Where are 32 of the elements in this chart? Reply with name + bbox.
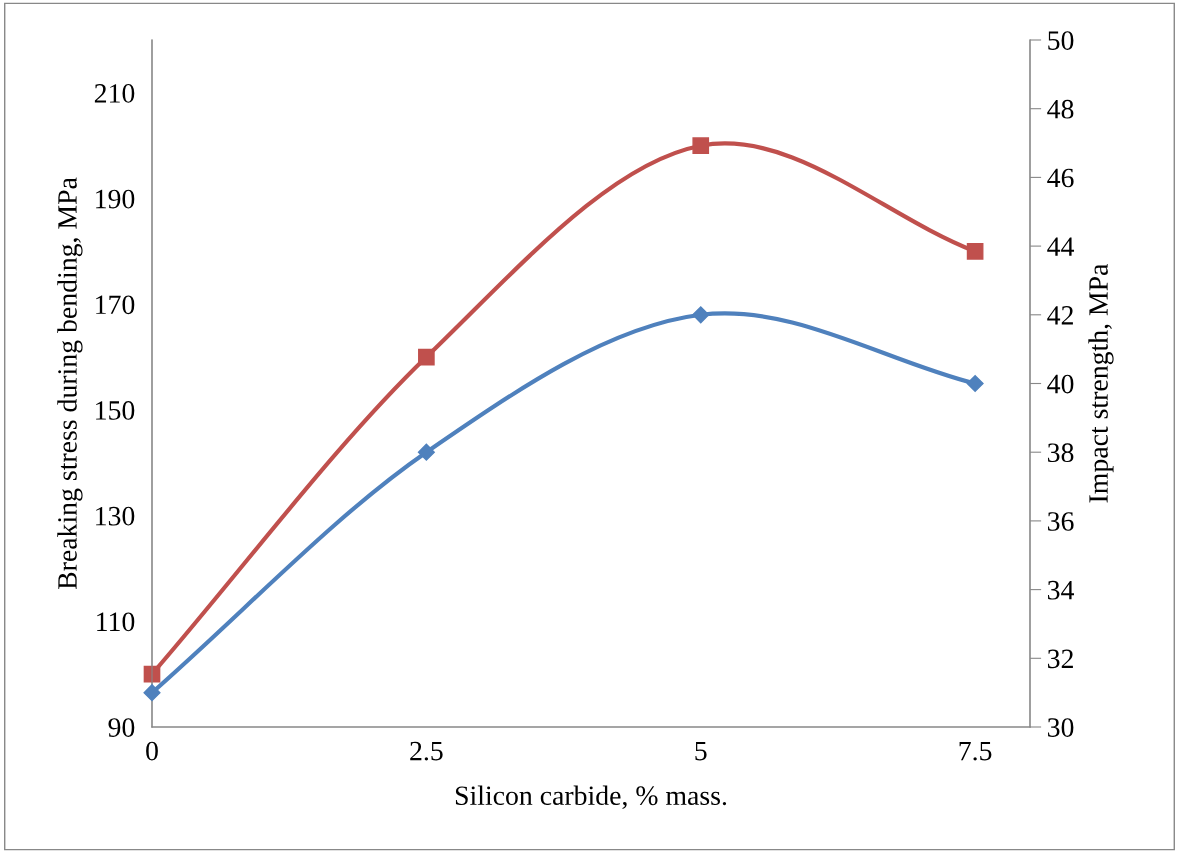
x-tick-label: 0 — [146, 741, 158, 761]
y-tick-label: 210 — [94, 84, 135, 103]
point — [692, 306, 710, 324]
x-tick-label: 5 — [695, 741, 707, 761]
y2-tick-label: 34 — [1047, 580, 1075, 600]
y2-tick-label: 40 — [1047, 374, 1074, 394]
y-axis-title: Breaking stress during bending, MPa — [57, 177, 83, 590]
point — [143, 684, 161, 702]
y-tick-label: 110 — [97, 612, 135, 632]
y-tick-label: 190 — [96, 189, 135, 209]
y2-tick-label: 44 — [1047, 237, 1075, 256]
x-tick-label: 2.5 — [410, 741, 443, 761]
y-tick-label: 170 — [96, 295, 135, 315]
point — [417, 443, 435, 461]
y2-tick-label: 36 — [1047, 512, 1074, 531]
x-axis-title: Silicon carbide, % mass. — [455, 785, 727, 810]
y2-tick-label: 46 — [1047, 168, 1074, 188]
y-tick-label: 90 — [108, 718, 135, 737]
y2-tick-label: 42 — [1047, 306, 1073, 325]
point — [692, 137, 710, 155]
point — [418, 348, 435, 366]
y2-tick-label: 48 — [1047, 99, 1074, 119]
point — [966, 374, 984, 393]
y2-tick-label: 32 — [1047, 649, 1073, 669]
y-tick-label: 130 — [96, 506, 135, 526]
y2-tick-label: 30 — [1047, 718, 1074, 737]
y2-tick-label: 50 — [1048, 31, 1074, 50]
x-tick-label: 7.5 — [959, 741, 992, 761]
y2-tick-label: 38 — [1047, 443, 1074, 463]
point — [966, 243, 984, 260]
y2-axis-title: Impact strength, MPa — [1088, 263, 1114, 503]
y-tick-label: 150 — [96, 401, 135, 420]
